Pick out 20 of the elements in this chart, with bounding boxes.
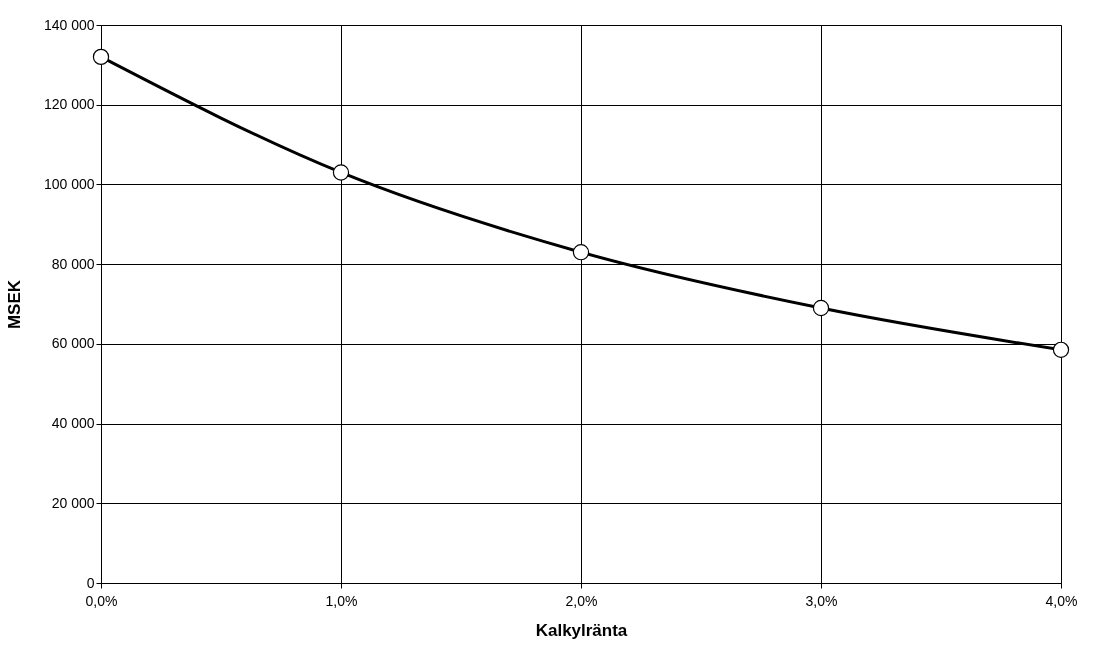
y-tick-label: 20 000: [51, 494, 95, 511]
point: [1052, 341, 1070, 358]
y-tick-label: 140 000: [43, 16, 95, 33]
point: [572, 244, 590, 261]
x-tick-label: 1,0%: [325, 592, 358, 609]
x-tick-label: 0,0%: [85, 592, 118, 609]
point: [332, 164, 350, 181]
x-tick-label: 3,0%: [805, 592, 838, 609]
point: [92, 48, 110, 66]
y-axis-title: MSEK: [4, 279, 24, 330]
y-tick-label: 120 000: [43, 96, 95, 113]
y-tick-label: 0: [86, 574, 95, 591]
y-tick-label: 60 000: [51, 335, 95, 352]
y-tick-label: 80 000: [51, 255, 95, 272]
y-tick-label: 100 000: [43, 175, 95, 192]
y-tick-label: 40 000: [51, 415, 95, 432]
x-tick-label: 2,0%: [565, 592, 598, 609]
x-tick-label: 4,0%: [1045, 592, 1078, 609]
point: [812, 299, 830, 317]
x-axis-title: Kalkylränta: [535, 620, 628, 640]
